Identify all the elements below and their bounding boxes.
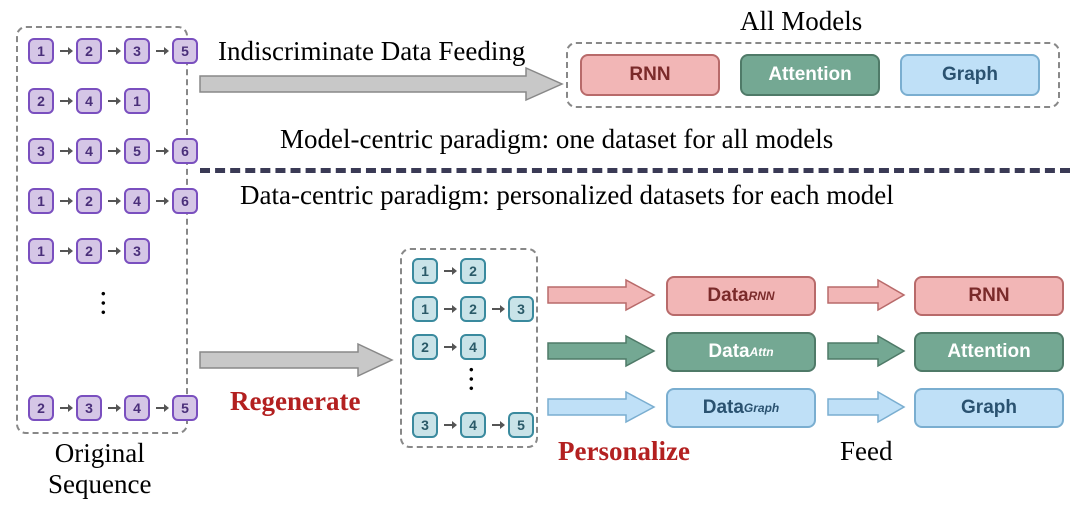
seq-row: 3 4 5 6 — [28, 138, 198, 164]
arrow-feed-rnn — [826, 278, 906, 312]
regen-node: 4 — [460, 334, 486, 360]
regenerate-label: Regenerate — [230, 386, 360, 417]
model-box-graph-bottom: Graph — [914, 388, 1064, 428]
original-sequence-label: OriginalSequence — [48, 438, 151, 500]
seq-node: 2 — [76, 188, 102, 214]
model-box-attention: Attention — [740, 54, 880, 96]
regen-node: 2 — [460, 296, 486, 322]
regen-node: 1 — [412, 258, 438, 284]
seq-node: 4 — [124, 395, 150, 421]
seq-node: 1 — [28, 188, 54, 214]
vertical-dots-icon: ··· — [90, 290, 116, 318]
model-box-graph: Graph — [900, 54, 1040, 96]
all-models-label: All Models — [740, 6, 862, 37]
regen-row: 3 4 5 — [412, 412, 534, 438]
seq-node: 4 — [76, 138, 102, 164]
regen-node: 1 — [412, 296, 438, 322]
regen-node: 2 — [412, 334, 438, 360]
seq-node: 4 — [124, 188, 150, 214]
regen-row: 1 2 3 — [412, 296, 534, 322]
seq-node: 4 — [76, 88, 102, 114]
feed-label: Feed — [840, 436, 892, 467]
model-box-rnn: RNN — [580, 54, 720, 96]
seq-row: 1 2 3 5 — [28, 38, 198, 64]
regen-node: 4 — [460, 412, 486, 438]
arrow-personalize-rnn — [546, 278, 656, 312]
arrow-feed-attn — [826, 334, 906, 368]
arrow-personalize-attn — [546, 334, 656, 368]
regen-node: 5 — [508, 412, 534, 438]
arrow-feed-graph — [826, 390, 906, 424]
seq-node: 2 — [76, 238, 102, 264]
seq-node: 2 — [76, 38, 102, 64]
seq-node: 2 — [28, 88, 54, 114]
diagram-canvas: 1 2 3 5 2 4 1 3 4 5 6 1 2 4 6 1 2 3 ··· … — [0, 0, 1080, 509]
seq-row: 2 4 1 — [28, 88, 150, 114]
data-box-attn: DataAttn — [666, 332, 816, 372]
regen-node: 2 — [460, 258, 486, 284]
regen-row: 1 2 — [412, 258, 486, 284]
seq-node: 6 — [172, 138, 198, 164]
data-centric-label: Data-centric paradigm: personalized data… — [240, 180, 894, 211]
model-centric-label: Model-centric paradigm: one dataset for … — [280, 124, 833, 155]
seq-node: 3 — [76, 395, 102, 421]
seq-row: 2 3 4 5 — [28, 395, 198, 421]
seq-node: 2 — [28, 395, 54, 421]
data-box-graph: DataGraph — [666, 388, 816, 428]
seq-node: 6 — [172, 188, 198, 214]
model-box-rnn-bottom: RNN — [914, 276, 1064, 316]
seq-node: 1 — [28, 38, 54, 64]
seq-node: 5 — [124, 138, 150, 164]
seq-node: 1 — [124, 88, 150, 114]
vertical-dots-icon: ··· — [458, 366, 484, 394]
seq-node: 3 — [124, 238, 150, 264]
personalize-label: Personalize — [558, 436, 690, 467]
paradigm-divider — [200, 168, 1070, 173]
seq-node: 1 — [28, 238, 54, 264]
seq-row: 1 2 4 6 — [28, 188, 198, 214]
indiscriminate-label: Indiscriminate Data Feeding — [218, 36, 525, 67]
arrow-indiscriminate — [196, 64, 566, 104]
regen-node: 3 — [508, 296, 534, 322]
arrow-personalize-graph — [546, 390, 656, 424]
seq-node: 3 — [124, 38, 150, 64]
seq-node: 5 — [172, 395, 198, 421]
seq-row: 1 2 3 — [28, 238, 150, 264]
arrow-regenerate — [196, 340, 396, 380]
seq-node: 3 — [28, 138, 54, 164]
seq-node: 5 — [172, 38, 198, 64]
regen-node: 3 — [412, 412, 438, 438]
data-box-rnn: DataRNN — [666, 276, 816, 316]
regen-row: 2 4 — [412, 334, 486, 360]
model-box-attention-bottom: Attention — [914, 332, 1064, 372]
